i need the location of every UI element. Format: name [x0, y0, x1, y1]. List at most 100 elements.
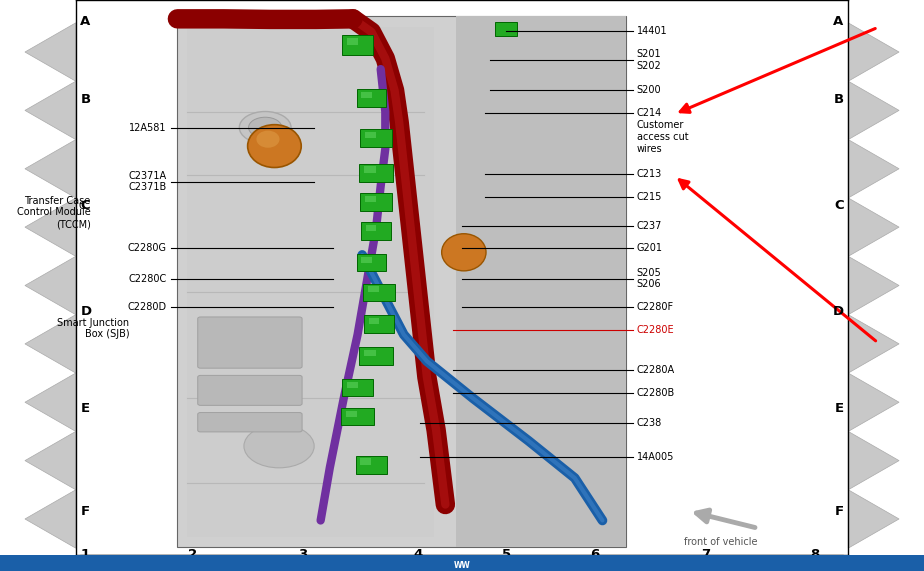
Polygon shape: [25, 23, 76, 81]
Polygon shape: [25, 373, 76, 432]
Polygon shape: [25, 139, 76, 198]
FancyBboxPatch shape: [369, 318, 379, 324]
FancyBboxPatch shape: [495, 22, 517, 36]
Polygon shape: [557, 555, 652, 571]
Circle shape: [249, 117, 282, 138]
Polygon shape: [848, 373, 899, 432]
Polygon shape: [25, 198, 76, 256]
FancyBboxPatch shape: [364, 349, 376, 356]
Text: C2371A
C2371B: C2371A C2371B: [128, 171, 166, 192]
Polygon shape: [25, 81, 76, 139]
Text: G201: G201: [637, 243, 663, 254]
FancyBboxPatch shape: [356, 456, 387, 474]
Text: E: E: [80, 402, 90, 415]
FancyBboxPatch shape: [346, 38, 358, 45]
FancyBboxPatch shape: [359, 163, 393, 182]
Polygon shape: [848, 139, 899, 198]
FancyBboxPatch shape: [360, 459, 371, 465]
Text: B: B: [833, 94, 844, 106]
Text: C2280B: C2280B: [637, 388, 675, 398]
FancyBboxPatch shape: [342, 35, 373, 55]
Text: C: C: [80, 199, 90, 212]
Text: C2280F: C2280F: [637, 302, 674, 312]
Text: A: A: [833, 15, 844, 28]
Text: S200: S200: [637, 85, 662, 95]
Text: 14A005: 14A005: [637, 452, 674, 462]
FancyBboxPatch shape: [360, 192, 392, 211]
Polygon shape: [462, 555, 557, 571]
Polygon shape: [25, 315, 76, 373]
Text: 7: 7: [701, 548, 711, 561]
Polygon shape: [25, 256, 76, 315]
Text: D: D: [833, 305, 844, 317]
Text: C237: C237: [637, 220, 662, 231]
Text: D: D: [80, 305, 91, 317]
Text: F: F: [834, 505, 844, 517]
FancyBboxPatch shape: [187, 27, 433, 537]
Polygon shape: [848, 432, 899, 490]
FancyBboxPatch shape: [364, 315, 394, 332]
Text: S205
S206: S205 S206: [637, 268, 662, 289]
Text: E: E: [834, 402, 844, 415]
Text: 14401: 14401: [637, 26, 667, 37]
Ellipse shape: [248, 124, 301, 167]
Polygon shape: [80, 555, 176, 571]
FancyBboxPatch shape: [363, 284, 395, 301]
FancyBboxPatch shape: [198, 317, 302, 368]
Text: C2280D: C2280D: [128, 302, 166, 312]
Text: Transfer Case
Control Module
(TCCM): Transfer Case Control Module (TCCM): [17, 196, 91, 229]
Text: F: F: [80, 505, 90, 517]
Text: 2: 2: [188, 548, 197, 561]
FancyBboxPatch shape: [357, 89, 386, 107]
FancyBboxPatch shape: [361, 92, 371, 98]
Text: 3: 3: [298, 548, 308, 561]
FancyBboxPatch shape: [366, 226, 376, 231]
Text: C215: C215: [637, 192, 662, 202]
FancyBboxPatch shape: [0, 555, 924, 571]
FancyBboxPatch shape: [342, 379, 373, 396]
Circle shape: [239, 111, 291, 143]
Polygon shape: [848, 490, 899, 548]
FancyBboxPatch shape: [346, 382, 358, 388]
FancyBboxPatch shape: [456, 16, 626, 547]
Polygon shape: [25, 432, 76, 490]
Text: 12A581: 12A581: [128, 123, 166, 134]
FancyBboxPatch shape: [346, 411, 358, 417]
Text: C2280E: C2280E: [637, 325, 675, 335]
Text: C214: C214: [637, 108, 662, 118]
Polygon shape: [848, 81, 899, 139]
Text: WW: WW: [454, 561, 470, 570]
Polygon shape: [848, 315, 899, 373]
FancyBboxPatch shape: [341, 408, 374, 425]
Text: C238: C238: [637, 417, 662, 428]
Text: A: A: [80, 15, 91, 28]
FancyBboxPatch shape: [198, 375, 302, 405]
Polygon shape: [848, 256, 899, 315]
FancyBboxPatch shape: [360, 129, 392, 147]
FancyBboxPatch shape: [359, 347, 393, 365]
Text: S201
S202: S201 S202: [637, 49, 662, 71]
FancyBboxPatch shape: [177, 16, 626, 547]
Polygon shape: [25, 490, 76, 548]
Polygon shape: [272, 555, 367, 571]
FancyBboxPatch shape: [361, 223, 391, 240]
Text: 8: 8: [810, 548, 820, 561]
Text: C2280C: C2280C: [128, 274, 166, 284]
Text: 6: 6: [590, 548, 600, 561]
Text: C: C: [79, 200, 85, 211]
FancyBboxPatch shape: [198, 412, 302, 432]
FancyBboxPatch shape: [368, 287, 379, 292]
FancyBboxPatch shape: [364, 166, 376, 173]
Text: C2280G: C2280G: [128, 243, 166, 254]
Polygon shape: [748, 555, 844, 571]
Text: 4: 4: [413, 548, 422, 561]
Ellipse shape: [442, 234, 486, 271]
Polygon shape: [176, 555, 272, 571]
Text: front of vehicle: front of vehicle: [684, 537, 758, 547]
Polygon shape: [848, 198, 899, 256]
Polygon shape: [652, 555, 748, 571]
Text: C: C: [834, 199, 844, 212]
Ellipse shape: [257, 131, 280, 148]
Polygon shape: [848, 23, 899, 81]
Text: Customer
access cut
wires: Customer access cut wires: [637, 120, 688, 154]
